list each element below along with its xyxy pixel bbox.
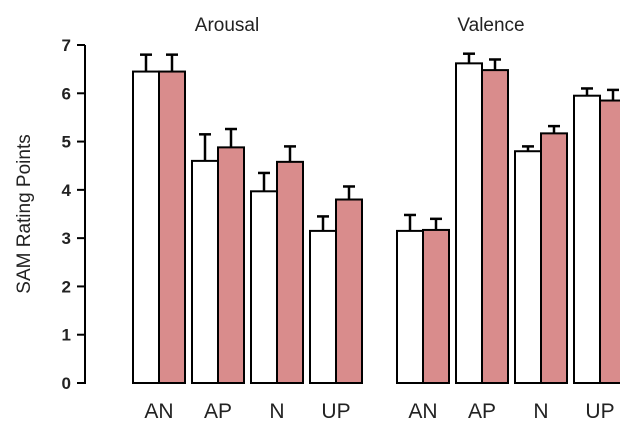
y-tick-label: 1 bbox=[62, 326, 71, 345]
category-label: UP bbox=[585, 400, 614, 423]
category-label: UP bbox=[321, 400, 350, 423]
bar bbox=[158, 70, 186, 385]
bar bbox=[540, 132, 568, 384]
y-tick-label: 3 bbox=[62, 229, 71, 248]
panel-title: Valence bbox=[457, 15, 524, 36]
category-label: AN bbox=[144, 400, 173, 423]
y-tick-label: 4 bbox=[62, 181, 72, 200]
y-tick-label: 2 bbox=[62, 277, 71, 296]
bar bbox=[599, 99, 620, 385]
panel-title: Arousal bbox=[195, 15, 259, 36]
bar bbox=[276, 160, 304, 384]
bar bbox=[422, 228, 450, 384]
category-label: AP bbox=[468, 400, 496, 423]
y-tick-label: 5 bbox=[62, 133, 71, 152]
axes: 0 1 2 3 4 5 6 7 bbox=[62, 36, 86, 393]
y-tick-label: 6 bbox=[62, 84, 71, 103]
bar bbox=[191, 159, 219, 384]
bar bbox=[573, 94, 601, 384]
bar bbox=[250, 190, 278, 384]
category-label: AP bbox=[204, 400, 232, 423]
y-tick-label: 0 bbox=[62, 374, 71, 393]
bar bbox=[396, 229, 424, 384]
y-tick-label: 7 bbox=[62, 36, 71, 55]
labels-layer: Arousal AN AP N UP Valence AN AP N UP bbox=[144, 15, 614, 423]
bar bbox=[455, 62, 483, 384]
bars-layer bbox=[132, 52, 620, 385]
bar bbox=[335, 198, 363, 384]
bar bbox=[481, 69, 509, 384]
bar bbox=[514, 150, 542, 384]
bar bbox=[132, 70, 160, 385]
y-axis-label: SAM Rating Points bbox=[14, 134, 35, 293]
bar bbox=[217, 146, 245, 384]
bar bbox=[309, 229, 337, 384]
category-label: N bbox=[269, 400, 284, 423]
category-label: N bbox=[533, 400, 548, 423]
category-label: AN bbox=[408, 400, 437, 423]
